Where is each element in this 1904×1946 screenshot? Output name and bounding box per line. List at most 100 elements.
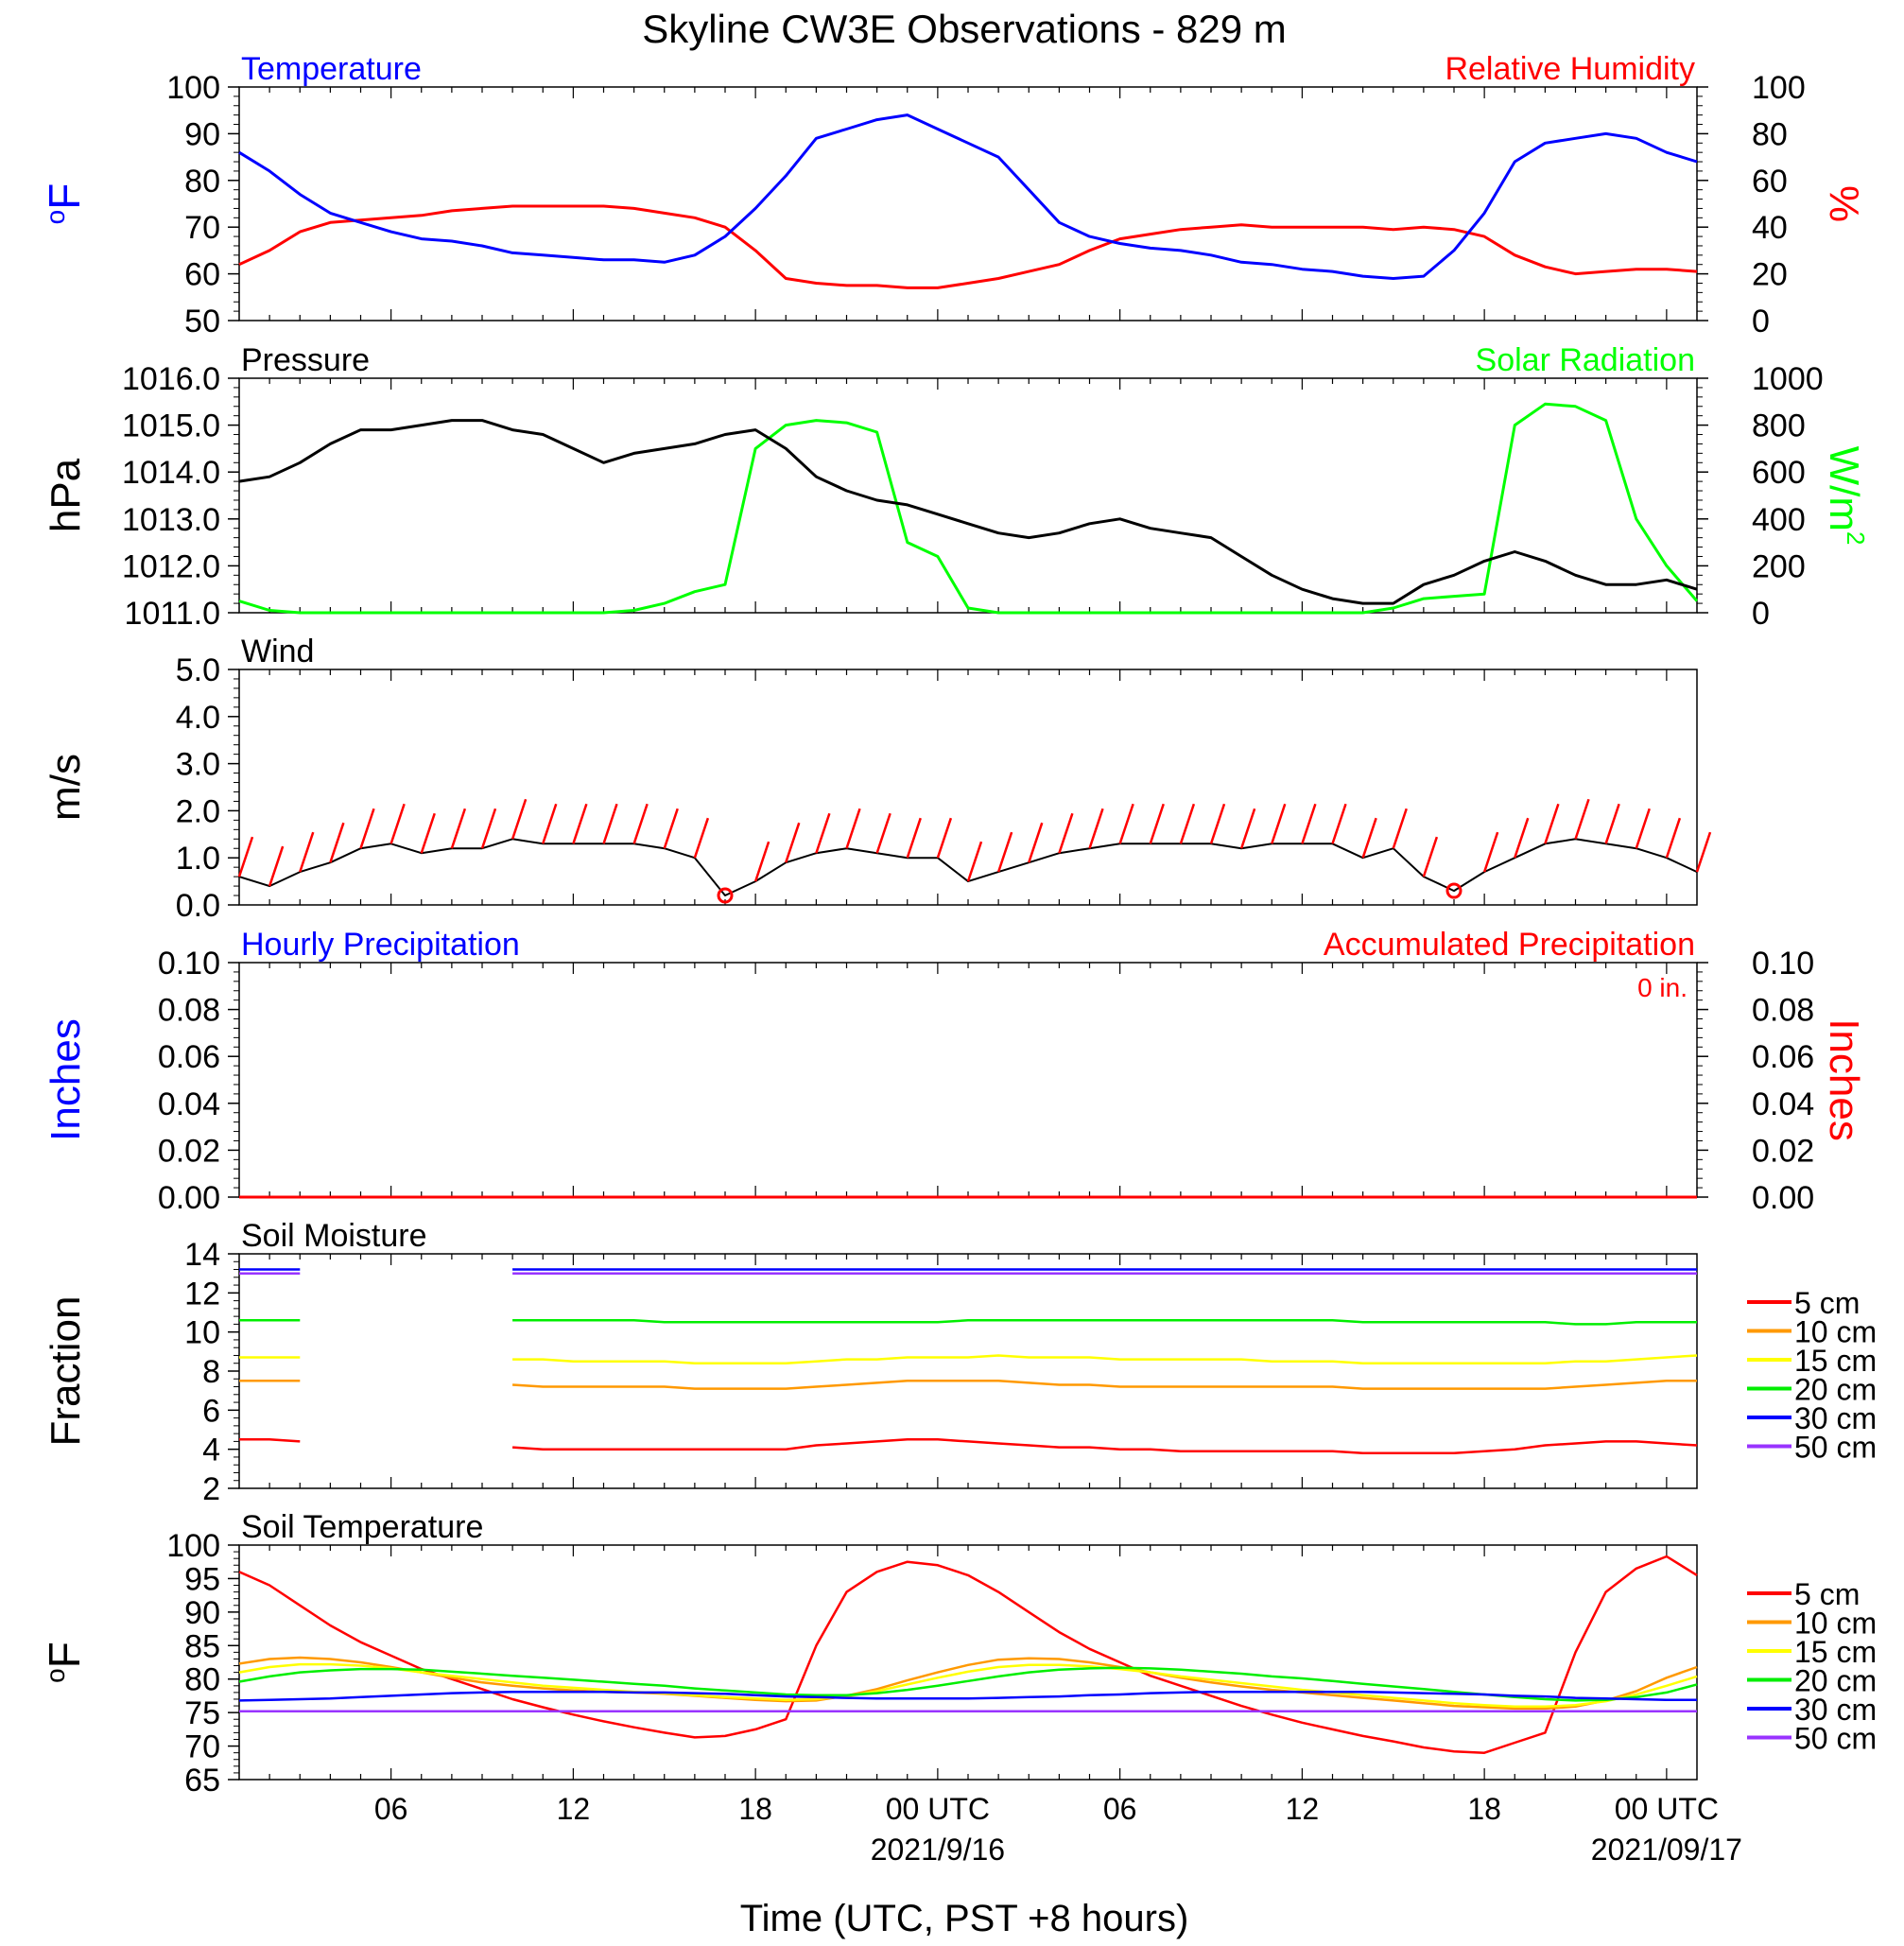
y-tick-label-right: 0 [1752,304,1770,339]
x-tick-label: 06 [1103,1792,1137,1826]
wind-barb [389,803,406,844]
y-tick-label-right: 600 [1752,455,1806,491]
y-tick-label-left: 2 [202,1471,220,1507]
y-tick-label-left: 1014.0 [122,455,220,491]
y-tick-label-right: 0.10 [1752,946,1814,982]
wind-barb [572,803,588,844]
series-temperature [238,113,1698,280]
y-tick-label-left: 0.04 [158,1086,220,1122]
legend-label: 30 cm [1794,1693,1877,1727]
y-tick-label-right: 0.02 [1752,1133,1814,1169]
y-tick-label-right: 1000 [1752,361,1824,397]
unit-label: hPa [43,458,89,532]
plot-frame-pressure_solar [238,377,1698,614]
y-tick-label-left: 8 [202,1354,220,1390]
unit-label: % [1821,185,1867,222]
wind-barb [1361,817,1377,859]
y-tick-label-left: 4.0 [176,700,220,736]
y-tick-label-left: 6 [202,1393,220,1429]
panel-title-relative-humidity: Relative Humidity [1445,51,1695,87]
y-tick-label-left: 75 [184,1695,220,1731]
y-tick-label-left: 0.0 [176,888,220,924]
wind-barb [1149,803,1165,844]
unit-label: Inches [43,1018,89,1141]
y-tick-label-left: 0.06 [158,1039,220,1075]
series-soil-moisture-1 [239,1380,1697,1390]
x-tick-label: 06 [374,1792,408,1826]
wind-barb [1635,808,1651,849]
chart-title: Skyline CW3E Observations - 829 m [642,7,1287,51]
y-tick-label-left: 80 [184,164,220,200]
plot-frame-soil_moisture [238,1253,1698,1489]
y-tick-label-left: 70 [184,1729,220,1765]
x-date-label: 2021/09/17 [1591,1833,1742,1867]
legend-label: 20 cm [1794,1373,1877,1407]
unit-label: Fraction [43,1296,89,1447]
y-tick-label-right: 80 [1752,116,1788,152]
x-tick-label: 00 UTC [886,1792,990,1826]
wind-barb [1482,831,1499,873]
y-tick-label-right: 800 [1752,408,1806,444]
series-soil-temperature-0 [238,1555,1698,1754]
wind-calm-marker [1445,882,1463,899]
y-tick-label-left: 60 [184,257,220,293]
y-tick-label-right: 400 [1752,502,1806,538]
unit-label: oF [40,183,89,225]
y-tick-label-left: 80 [184,1662,220,1698]
panel-title-solar-radiation: Solar Radiation [1476,342,1695,378]
wind-barb [1331,803,1347,844]
wind-barb [1301,803,1317,844]
plot-frame-temp_rh [238,86,1698,321]
wind-barb [693,817,710,859]
legend-label: 15 cm [1794,1344,1877,1378]
wind-barb [996,831,1013,873]
y-tick-label-left: 90 [184,1595,220,1631]
x-tick-label: 18 [738,1792,772,1826]
y-axis-unit-right-precip: Inches [1821,1018,1867,1141]
wind-barb [875,812,891,854]
series-wind-speed [238,838,1698,896]
legend-label: 20 cm [1794,1664,1877,1698]
y-axis-unit-left-wind: m/s [43,754,89,821]
y-tick-label-left: 1016.0 [122,361,220,397]
legend-label: 50 cm [1794,1722,1877,1756]
x-tick-label: 18 [1467,1792,1501,1826]
y-tick-label-left: 1012.0 [122,548,220,584]
wind-barb [480,808,497,849]
wind-barb [936,817,953,859]
wind-barb [753,841,770,882]
y-tick-label-left: 0.00 [158,1180,220,1216]
y-tick-label-right: 100 [1752,70,1806,106]
wind-barb [663,808,679,849]
wind-barb [966,841,983,882]
series-soil-moisture-3 [239,1319,1697,1326]
y-tick-label-right: 0.00 [1752,1180,1814,1216]
legend-label: 30 cm [1794,1401,1877,1435]
wind-barb [785,822,801,863]
y-tick-label-left: 1.0 [176,841,220,877]
y-tick-label-left: 65 [184,1763,220,1798]
y-tick-label-right: 0 [1752,596,1770,632]
y-tick-label-left: 2.0 [176,793,220,829]
wind-barb [1239,808,1256,849]
y-tick-label-left: 90 [184,116,220,152]
y-tick-label-left: 0.02 [158,1133,220,1169]
unit-label: oF [40,1642,89,1683]
y-tick-label-left: 1013.0 [122,502,220,538]
y-tick-label-right: 0.04 [1752,1086,1814,1122]
y-tick-label-left: 10 [184,1315,220,1351]
series-soil-temperature-4 [238,1690,1697,1702]
y-tick-label-right: 0.06 [1752,1039,1814,1075]
y-tick-label-left: 1015.0 [122,408,220,444]
y-tick-label-right: 0.08 [1752,993,1814,1029]
legend-label: 15 cm [1794,1635,1877,1669]
y-axis-unit-left-precip: Inches [43,1018,89,1141]
wind-barb [1665,817,1682,859]
wind-barb [237,836,254,877]
wind-barb [359,808,375,849]
series-soil-moisture-2 [239,1354,1698,1364]
y-axis-unit-right-temp_rh: % [1821,185,1867,222]
y-tick-label-right: 200 [1752,548,1806,584]
series-soil-temperature-1 [238,1656,1698,1711]
x-tick-label: 12 [557,1792,591,1826]
